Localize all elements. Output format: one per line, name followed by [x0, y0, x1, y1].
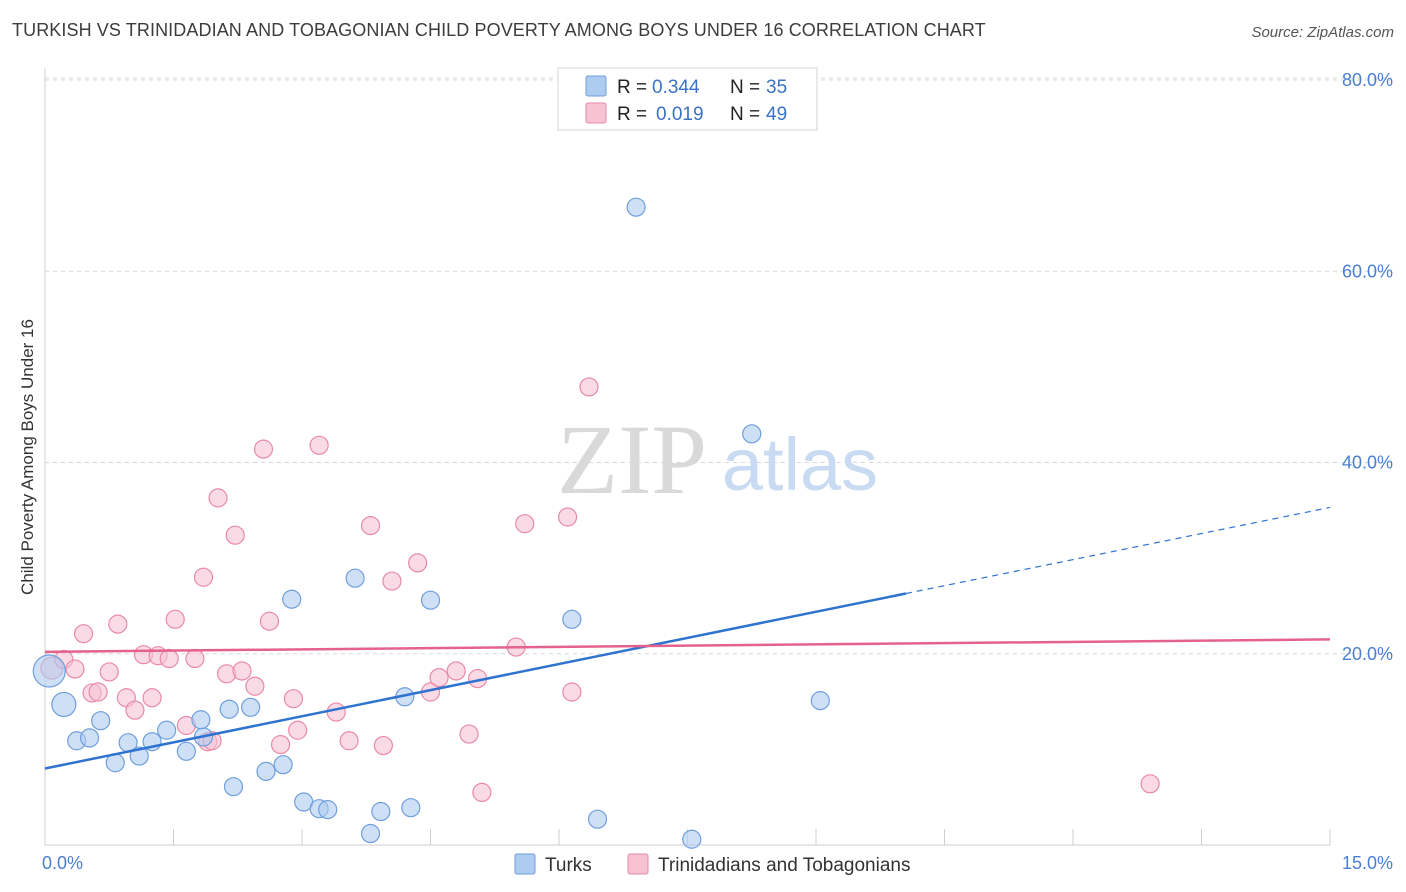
- bottom-legend-turks-swatch: [514, 853, 536, 875]
- tick-labels: 20.0% 40.0% 60.0% 80.0% 0.0% 15.0%: [42, 70, 1393, 873]
- turks-point: [562, 609, 582, 629]
- y-tick-label: 80.0%: [1342, 70, 1393, 90]
- bottom-legend-trini-label: Trinidadians and Tobagonians: [658, 855, 910, 876]
- turks-point: [420, 590, 441, 610]
- turks-point: [360, 823, 381, 844]
- legend-turks-r-label: R =: [617, 77, 647, 98]
- turks-point: [157, 720, 177, 740]
- trini-point: [165, 609, 185, 629]
- trini-point: [159, 648, 179, 669]
- legend-turks-r-value: 0.344: [652, 77, 700, 98]
- legend-turks-n-value: 35: [766, 77, 787, 98]
- trini-point: [515, 514, 535, 534]
- series-turks-points: [32, 197, 830, 849]
- trini-point: [326, 702, 346, 722]
- turks-point: [587, 809, 608, 829]
- trini-point: [108, 614, 128, 634]
- trini-point: [1140, 774, 1160, 794]
- trini-point: [339, 731, 359, 751]
- trini-point: [373, 735, 393, 756]
- trini-point: [208, 488, 228, 508]
- turks-point: [371, 801, 391, 822]
- turks-point: [401, 798, 421, 818]
- trini-point: [459, 724, 479, 744]
- trini-point: [309, 435, 329, 455]
- trini-point: [259, 611, 280, 631]
- trini-point: [579, 377, 599, 397]
- trini-point: [245, 676, 265, 696]
- turks-point: [191, 710, 211, 730]
- trini-point: [73, 624, 94, 644]
- legend-turks-n-label: N =: [730, 77, 760, 98]
- y-tick-label: 40.0%: [1342, 453, 1393, 473]
- turks-point: [345, 568, 365, 588]
- turks-point: [318, 800, 338, 820]
- turks-point: [176, 741, 196, 761]
- turks-point: [626, 197, 646, 217]
- turks-point: [129, 746, 149, 766]
- trini-point: [193, 567, 214, 587]
- trini-point: [270, 734, 291, 755]
- watermark-zip: ZIP: [557, 404, 707, 515]
- trini-point: [288, 720, 308, 740]
- bottom-legend-turks-label: Turks: [545, 855, 592, 876]
- grid: [45, 77, 1392, 655]
- turks-point: [32, 654, 66, 688]
- turks-trend-extension: [905, 506, 1331, 595]
- trini-point: [232, 661, 252, 681]
- y-tick-label: 20.0%: [1342, 644, 1393, 664]
- trini-point: [283, 689, 304, 709]
- legend-trini-swatch: [585, 102, 607, 124]
- trini-point: [557, 507, 578, 527]
- chart-source: Source: ZipAtlas.com: [1251, 24, 1394, 41]
- legend-trini-r-label: R =: [617, 104, 647, 125]
- trini-point: [253, 439, 274, 459]
- trini-point: [562, 682, 582, 702]
- trini-point: [408, 553, 428, 573]
- legend-turks-swatch: [585, 75, 607, 97]
- turks-point: [51, 691, 77, 718]
- turks-point: [79, 728, 100, 748]
- legend-trini-n-label: N =: [730, 104, 760, 125]
- turks-point: [256, 761, 276, 781]
- turks-point: [219, 699, 239, 719]
- x-tick-label-min: 0.0%: [42, 853, 83, 873]
- trini-point: [125, 700, 145, 720]
- turks-trend-line: [44, 592, 907, 770]
- turks-point: [282, 589, 302, 609]
- trini-point: [382, 571, 402, 591]
- turks-point: [742, 424, 762, 444]
- turks-point: [223, 777, 244, 797]
- y-axis-title: Child Poverty Among Boys Under 16: [18, 319, 37, 595]
- top-legend: R = 0.344 N = 35 R = 0.019 N = 49: [557, 67, 818, 131]
- legend-trini-n-value: 49: [766, 104, 787, 125]
- trini-point: [360, 516, 381, 536]
- trini-point: [446, 661, 466, 681]
- trini-point: [225, 525, 245, 545]
- turks-point: [810, 691, 830, 711]
- bottom-legend-trini-swatch: [627, 853, 649, 875]
- turks-point: [682, 829, 702, 849]
- trini-point: [65, 659, 85, 679]
- trini-point: [472, 782, 492, 803]
- bottom-legend: Turks Trinidadians and Tobagonians: [514, 853, 910, 876]
- chart-title: TURKISH VS TRINIDADIAN AND TOBAGONIAN CH…: [12, 20, 986, 40]
- watermark: ZIP atlas: [557, 404, 878, 515]
- trini-point: [429, 668, 449, 688]
- trend-lines: [44, 506, 1331, 770]
- y-tick-label: 60.0%: [1342, 261, 1393, 281]
- turks-point: [273, 755, 293, 775]
- x-tick-label-max: 15.0%: [1342, 853, 1393, 873]
- turks-point: [91, 711, 111, 731]
- trini-point: [99, 662, 119, 682]
- trini-point: [142, 688, 162, 708]
- legend-trini-r-value: 0.019: [656, 104, 704, 125]
- trini-trend-line: [44, 638, 1331, 654]
- trini-point: [88, 682, 108, 702]
- turks-point: [241, 697, 261, 717]
- trini-point: [185, 648, 205, 669]
